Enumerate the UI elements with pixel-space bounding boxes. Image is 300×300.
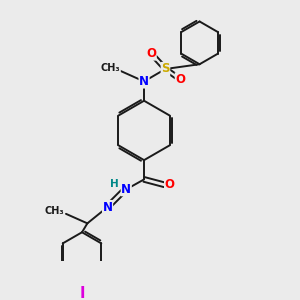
Text: CH₃: CH₃ xyxy=(45,206,64,216)
Text: H: H xyxy=(110,179,119,189)
Text: S: S xyxy=(161,62,170,76)
Text: O: O xyxy=(165,178,175,191)
Text: O: O xyxy=(175,73,185,86)
Text: N: N xyxy=(121,183,131,196)
Text: CH₃: CH₃ xyxy=(101,63,120,73)
Text: N: N xyxy=(139,75,149,88)
Text: N: N xyxy=(103,200,112,214)
Text: I: I xyxy=(79,286,85,300)
Text: O: O xyxy=(146,47,156,60)
